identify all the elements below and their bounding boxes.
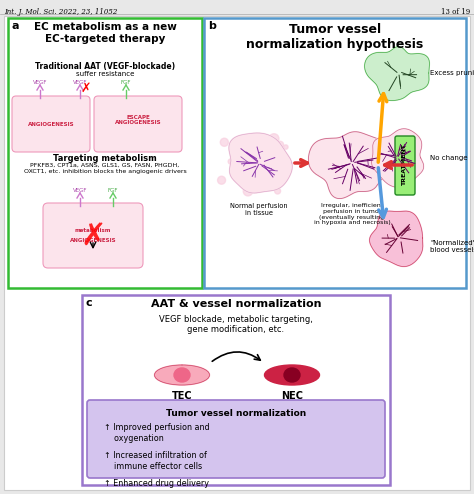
Text: c: c <box>86 298 92 308</box>
Text: AAT & vessel normalization: AAT & vessel normalization <box>151 299 321 309</box>
Circle shape <box>218 176 226 184</box>
Text: FGF: FGF <box>121 80 131 85</box>
Ellipse shape <box>155 365 210 385</box>
Circle shape <box>243 187 253 196</box>
Circle shape <box>276 178 281 183</box>
Circle shape <box>262 139 266 144</box>
Text: ↑ Increased infiltration of
    immune effector cells: ↑ Increased infiltration of immune effec… <box>104 451 207 471</box>
Circle shape <box>279 153 285 159</box>
Text: VEGF blockade, metabolic targeting,
gene modification, etc.: VEGF blockade, metabolic targeting, gene… <box>159 315 313 334</box>
Text: EC metabolism as a new
EC-targeted therapy: EC metabolism as a new EC-targeted thera… <box>34 22 176 44</box>
Text: ✗: ✗ <box>81 82 91 94</box>
Text: Excess pruning: Excess pruning <box>430 70 474 76</box>
Circle shape <box>283 145 288 149</box>
Circle shape <box>271 176 278 183</box>
Text: TEC: TEC <box>172 391 192 401</box>
Ellipse shape <box>174 368 190 382</box>
Circle shape <box>267 155 276 164</box>
Polygon shape <box>365 46 429 100</box>
FancyBboxPatch shape <box>12 96 90 152</box>
Text: Traditional AAT (VEGF-blockade): Traditional AAT (VEGF-blockade) <box>35 62 175 71</box>
Text: Tumor vessel normalization: Tumor vessel normalization <box>166 409 306 418</box>
Circle shape <box>270 139 275 144</box>
Circle shape <box>280 166 288 175</box>
Text: Irregular, inefficient
perfusion in tumor
(eventually resulting
in hypoxia and n: Irregular, inefficient perfusion in tumo… <box>314 203 391 225</box>
Circle shape <box>275 155 284 164</box>
Text: ↑ Enhanced drug delivery: ↑ Enhanced drug delivery <box>104 479 209 488</box>
Circle shape <box>251 143 257 149</box>
Text: VEGF: VEGF <box>73 80 87 85</box>
Text: Normal perfusion
in tissue: Normal perfusion in tissue <box>230 203 288 216</box>
Circle shape <box>250 151 260 160</box>
Text: Int. J. Mol. Sci. 2022, 23, 11052: Int. J. Mol. Sci. 2022, 23, 11052 <box>4 8 118 16</box>
Text: "Normalized"
blood vessels: "Normalized" blood vessels <box>430 240 474 252</box>
Circle shape <box>275 167 283 175</box>
Text: PFKFB3, CPT1a, ASNS, GLS1, GS, FASN, PHGDH,
OXCT1, etc. inhibition blocks the an: PFKFB3, CPT1a, ASNS, GLS1, GS, FASN, PHG… <box>24 163 186 174</box>
Text: VEGF: VEGF <box>73 188 87 193</box>
Text: a: a <box>12 21 19 31</box>
Text: ↑ Improved perfusion and
    oxygenation: ↑ Improved perfusion and oxygenation <box>104 423 210 443</box>
Text: suffer resistance: suffer resistance <box>76 71 134 77</box>
Circle shape <box>228 159 234 164</box>
Text: NEC: NEC <box>281 391 303 401</box>
Text: ESCAPE
ANGIOGENESIS: ESCAPE ANGIOGENESIS <box>115 115 161 125</box>
FancyBboxPatch shape <box>94 96 182 152</box>
FancyBboxPatch shape <box>395 136 415 195</box>
Polygon shape <box>370 211 423 267</box>
Polygon shape <box>229 133 292 193</box>
Circle shape <box>266 179 273 186</box>
Text: Targeting metabolism: Targeting metabolism <box>53 154 157 163</box>
FancyBboxPatch shape <box>8 18 202 288</box>
Circle shape <box>270 147 279 156</box>
FancyBboxPatch shape <box>204 18 466 288</box>
Circle shape <box>274 188 281 194</box>
Text: VEGF: VEGF <box>33 80 47 85</box>
Text: ANGIOGENESIS: ANGIOGENESIS <box>70 238 116 243</box>
Circle shape <box>277 141 283 148</box>
Circle shape <box>269 134 279 144</box>
Text: Tumor vessel
normalization hypothesis: Tumor vessel normalization hypothesis <box>246 23 424 51</box>
Circle shape <box>246 159 252 164</box>
Circle shape <box>220 138 228 146</box>
Text: 13 of 19: 13 of 19 <box>441 8 470 16</box>
Text: FGF: FGF <box>108 188 118 193</box>
Circle shape <box>236 164 240 168</box>
Text: b: b <box>208 21 216 31</box>
FancyBboxPatch shape <box>4 16 470 490</box>
Text: metabolism: metabolism <box>75 228 111 233</box>
Text: TREATMENT: TREATMENT <box>402 145 408 186</box>
Circle shape <box>268 158 275 165</box>
Circle shape <box>261 149 265 153</box>
Ellipse shape <box>264 365 319 385</box>
Polygon shape <box>372 129 424 188</box>
Polygon shape <box>309 132 398 199</box>
Text: ✗: ✗ <box>80 221 106 250</box>
Ellipse shape <box>284 368 300 382</box>
Text: ANGIOGENESIS: ANGIOGENESIS <box>27 122 74 126</box>
Text: No change: No change <box>430 155 467 161</box>
FancyBboxPatch shape <box>87 400 385 478</box>
FancyBboxPatch shape <box>82 295 390 485</box>
FancyBboxPatch shape <box>43 203 143 268</box>
